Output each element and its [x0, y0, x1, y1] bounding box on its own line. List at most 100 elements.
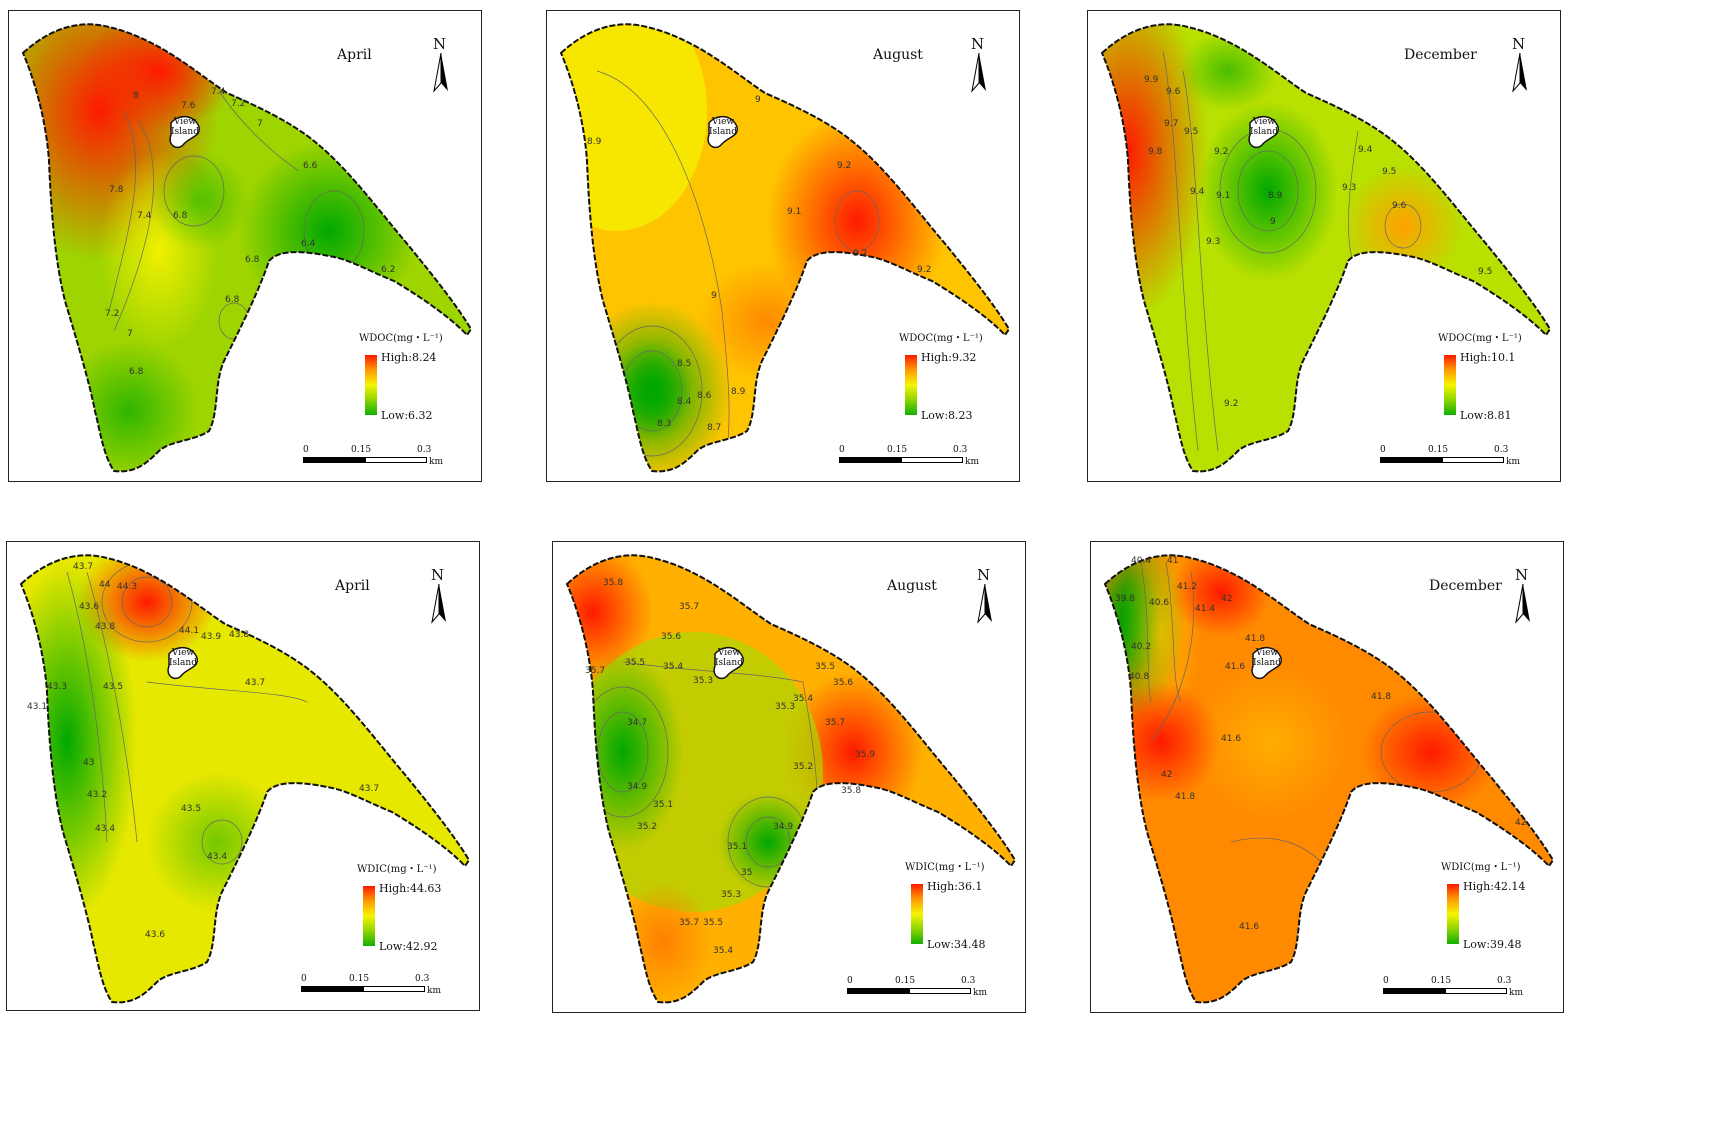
scale-tick: 0.3: [417, 445, 432, 455]
island-label: View Island: [169, 648, 197, 668]
contour-label: 41.6: [1225, 662, 1246, 672]
legend: WDIC(mg・L⁻¹) High:36.1 Low:34.48: [905, 858, 1025, 958]
legend-color-ramp: [905, 355, 917, 415]
contour-label: 9.4: [1358, 145, 1373, 155]
contour-label: 9.9: [1144, 75, 1159, 85]
north-arrow-icon: N: [973, 566, 997, 630]
contour-label: 34.9: [627, 782, 648, 792]
contour-label: 6.8: [129, 367, 144, 377]
contour-label: 9.5: [1184, 127, 1199, 137]
scale-tick: 0.3: [953, 445, 968, 455]
scale-unit: km: [973, 988, 987, 998]
map-canvas: [1100, 23, 1552, 473]
north-arrow-icon: N: [967, 35, 991, 99]
contour-label: 6.8: [245, 255, 260, 265]
scale-tick: 0: [839, 445, 845, 455]
legend-high: High:36.1: [927, 880, 983, 893]
contour-label: 35.4: [663, 662, 684, 672]
panel-title: December: [1429, 578, 1502, 594]
legend-high: High:42.14: [1463, 880, 1526, 893]
north-label: N: [433, 35, 447, 53]
scale-bar: 0 0.15 0.3 km: [1383, 976, 1533, 1002]
contour-label: 43: [83, 758, 95, 768]
scale-tick: 0: [1380, 445, 1386, 455]
contour-label: 9.6: [1392, 201, 1407, 211]
contour-label: 43.6: [145, 930, 166, 940]
island-label: View Island: [171, 117, 199, 137]
contour-label: 35.9: [855, 750, 876, 760]
contour-label: 42: [1221, 594, 1233, 604]
contour-label: 9.2: [917, 265, 932, 275]
legend-title: WDIC(mg・L⁻¹): [1441, 862, 1521, 873]
scale-tick: 0.15: [895, 976, 916, 986]
contour-label: 9: [711, 291, 717, 301]
legend-high: High:8.24: [381, 351, 437, 364]
legend-low: Low:6.32: [381, 409, 433, 422]
contour-label: 9.5: [1382, 167, 1397, 177]
legend: WDOC(mg・L⁻¹) High:8.24 Low:6.32: [359, 329, 479, 429]
contour-label: 40.4: [1131, 556, 1152, 566]
legend-high: High:10.1: [1460, 351, 1516, 364]
north-label: N: [1515, 566, 1529, 584]
contour-label: 6.8: [225, 295, 240, 305]
contour-label: 41.2: [1177, 582, 1198, 592]
contour-label: 44.3: [117, 582, 138, 592]
legend-title: WDOC(mg・L⁻¹): [899, 333, 983, 344]
map-panel-wdic-april: April N View Island WDIC(mg・L⁻¹) High:44.…: [6, 541, 480, 1011]
scale-unit: km: [1506, 457, 1520, 467]
contour-label: 35.3: [775, 702, 796, 712]
scale-tick: 0.3: [1497, 976, 1512, 986]
contour-label: 7.2: [231, 99, 246, 109]
scale-bar: 0 0.15 0.3 km: [301, 974, 451, 1000]
scale-bar: 0 0.15 0.3 km: [847, 976, 997, 1002]
contour-label: 7.2: [105, 309, 120, 319]
scale-tick: 0: [847, 976, 853, 986]
contour-label: 9: [755, 95, 761, 105]
contour-label: 35.4: [713, 946, 734, 956]
contour-label: 43.9: [201, 632, 222, 642]
north-arrow-icon: N: [427, 566, 451, 630]
contour-label: 34.7: [627, 718, 648, 728]
legend-color-ramp: [911, 884, 923, 944]
contour-label: 35.5: [625, 658, 646, 668]
legend-low: Low:39.48: [1463, 938, 1522, 951]
legend: WDOC(mg・L⁻¹) High:10.1 Low:8.81: [1438, 329, 1558, 429]
contour-label: 43.8: [229, 630, 250, 640]
scale-tick: 0.3: [415, 974, 430, 984]
contour-label: 35.8: [603, 578, 624, 588]
contour-label: 41: [1167, 556, 1179, 566]
contour-label: 40.6: [1149, 598, 1170, 608]
scale-tick: 0: [1383, 976, 1389, 986]
contour-label: 9.1: [787, 207, 802, 217]
contour-label: 9.1: [1216, 191, 1231, 201]
contour-label: 9.6: [1166, 87, 1181, 97]
contour-label: 41.6: [1221, 734, 1242, 744]
legend-color-ramp: [365, 355, 377, 415]
contour-label: 9.7: [1164, 119, 1179, 129]
contour-label: 9.4: [1190, 187, 1205, 197]
contour-label: 41.8: [1175, 792, 1196, 802]
north-label: N: [1512, 35, 1526, 53]
contour-label: 35.6: [661, 632, 682, 642]
map-canvas: [1103, 554, 1555, 1004]
contour-label: 35.7: [585, 666, 606, 676]
contour-label: 35: [741, 868, 753, 878]
island-label: View Island: [709, 117, 737, 137]
contour-label: 39.8: [1115, 594, 1136, 604]
contour-label: 6.8: [173, 211, 188, 221]
legend-low: Low:8.81: [1460, 409, 1512, 422]
scale-bar: 0 0.15 0.3 km: [839, 445, 989, 471]
contour-label: 8.3: [657, 419, 672, 429]
contour-label: 9.2: [853, 249, 868, 259]
island-label: View Island: [1250, 117, 1278, 137]
contour-label: 43.7: [73, 562, 94, 572]
contour-label: 9.3: [1342, 183, 1357, 193]
contour-label: 6.6: [303, 161, 318, 171]
contour-label: 41.8: [1245, 634, 1266, 644]
contour-label: 35.2: [637, 822, 658, 832]
contour-label: 41.4: [1195, 604, 1216, 614]
panel-title: August: [887, 578, 937, 594]
map-panel-wdoc-april: April N View Island WDOC(mg・L⁻¹) High:8.2…: [8, 10, 482, 482]
scale-tick: 0.15: [887, 445, 908, 455]
contour-label: 34.9: [773, 822, 794, 832]
